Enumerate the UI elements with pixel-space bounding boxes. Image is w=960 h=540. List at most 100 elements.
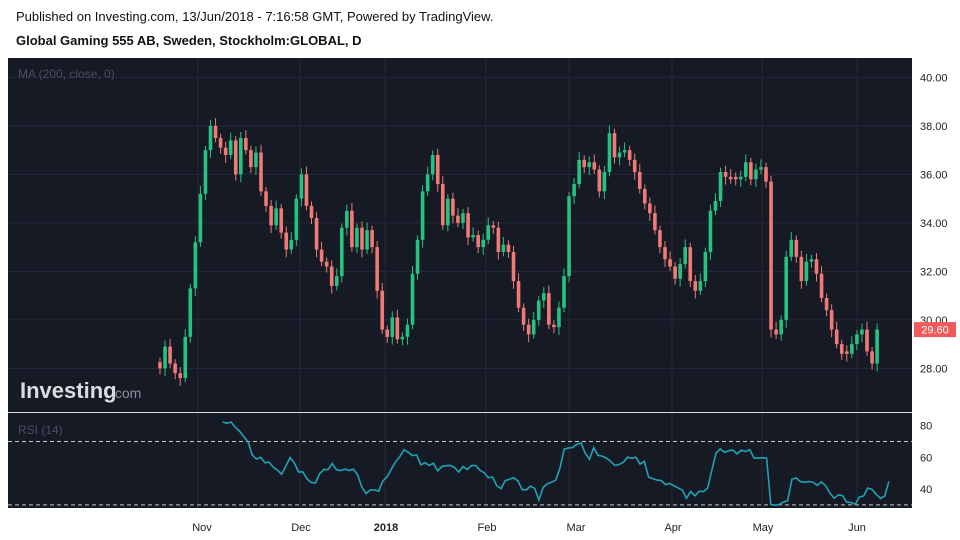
candle-body: [491, 225, 496, 228]
candle: [203, 145, 208, 200]
candle: [839, 339, 844, 360]
price-tick-label: 32.00: [920, 266, 948, 278]
candle-body: [395, 317, 400, 340]
time-tick-label: Nov: [192, 522, 212, 534]
candle-body: [617, 152, 622, 158]
candle-body: [415, 239, 420, 274]
candle-body: [602, 171, 607, 192]
candle-body: [814, 259, 819, 274]
candle: [451, 192, 455, 224]
candle: [850, 336, 854, 359]
candle: [865, 321, 869, 356]
candle-body: [577, 159, 581, 185]
candle: [678, 258, 682, 287]
candle-body: [375, 247, 379, 291]
candle: [163, 340, 167, 377]
candle-body: [653, 213, 657, 231]
candle-body: [678, 264, 682, 279]
candle: [299, 168, 304, 207]
time-tick-label: 2018: [374, 522, 398, 534]
candle-body: [385, 329, 390, 337]
candle-body: [435, 154, 440, 185]
candle-body: [198, 193, 203, 243]
candle: [819, 266, 824, 303]
candle: [390, 311, 395, 345]
candle-body: [446, 198, 450, 226]
candle: [663, 241, 667, 268]
candle-body: [314, 218, 319, 250]
candle-body: [425, 174, 430, 192]
time-tick-label: Jun: [848, 522, 866, 534]
candle: [279, 203, 283, 239]
price-tick-label: 34.00: [920, 218, 948, 230]
candle: [622, 142, 627, 157]
candle: [562, 268, 566, 313]
candle: [531, 312, 536, 339]
candle-body: [173, 363, 177, 374]
rsi-indicator-label[interactable]: RSI (14): [18, 423, 63, 437]
candle-body: [562, 276, 566, 308]
candle: [355, 223, 359, 254]
candle: [345, 204, 349, 236]
candle-body: [597, 169, 602, 192]
candle-body: [516, 281, 521, 308]
candle-body: [547, 293, 551, 325]
candle: [521, 303, 526, 331]
candle-body: [834, 329, 839, 345]
candle-body: [764, 167, 768, 182]
candle: [860, 323, 864, 343]
candle: [319, 241, 324, 267]
candle: [375, 241, 379, 299]
candle: [304, 166, 309, 211]
candle-body: [819, 273, 824, 299]
candle: [405, 318, 410, 345]
candle-body: [622, 150, 627, 153]
candle: [632, 153, 637, 180]
candle: [607, 125, 612, 177]
candle: [809, 254, 814, 268]
candle: [314, 211, 319, 258]
candle-body: [713, 201, 718, 211]
candle: [536, 296, 541, 326]
candle-body: [203, 150, 208, 194]
candle-body: [708, 210, 713, 252]
candle-body: [410, 273, 415, 325]
rsi-line: [222, 421, 890, 507]
investing-watermark: Investing .com: [20, 378, 141, 403]
candle: [370, 225, 374, 254]
candle-body: [506, 244, 511, 252]
price-tick-label: 36.00: [920, 169, 948, 181]
candle-body: [542, 293, 546, 301]
candle: [602, 165, 607, 200]
candle-body: [254, 152, 258, 168]
candle: [284, 226, 289, 258]
candle: [420, 185, 425, 248]
candle: [213, 118, 218, 143]
candle-body: [557, 307, 561, 328]
candle-body: [249, 150, 253, 168]
candle: [193, 236, 198, 297]
candle: [481, 233, 485, 255]
candle-body: [794, 239, 799, 257]
candle-body: [839, 344, 844, 354]
candle: [471, 227, 475, 242]
candle-body: [683, 247, 687, 265]
candle: [329, 260, 334, 294]
candle-body: [774, 329, 778, 335]
price-tick-label: 28.00: [920, 363, 948, 375]
pane-separator: [8, 412, 912, 413]
candle-body: [289, 239, 294, 250]
candle: [698, 273, 703, 296]
candle-body: [759, 167, 763, 170]
candle: [784, 250, 788, 328]
candle: [274, 200, 278, 230]
rsi-series: [222, 421, 890, 507]
candle-body: [789, 239, 794, 257]
candle-body: [350, 210, 354, 248]
candle-body: [158, 362, 162, 369]
ma-indicator-label[interactable]: MA (200, close, 0): [18, 67, 115, 81]
candle-body: [643, 188, 647, 204]
last-price-box: [914, 322, 956, 338]
candle: [814, 253, 819, 282]
candle: [829, 304, 834, 338]
